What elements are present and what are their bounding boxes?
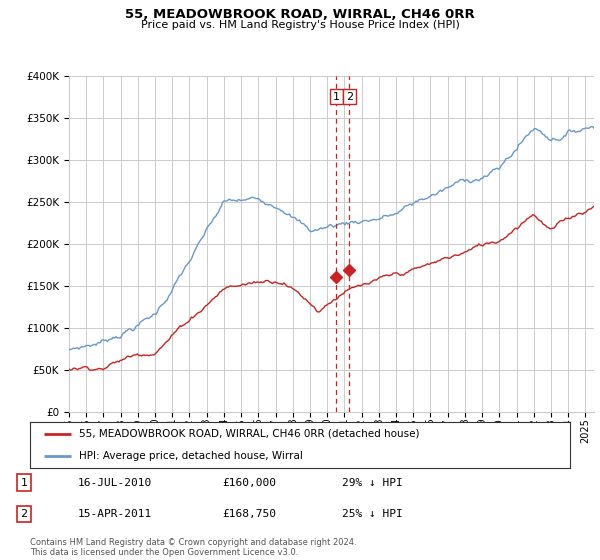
Text: HPI: Average price, detached house, Wirral: HPI: Average price, detached house, Wirr…: [79, 451, 302, 461]
Text: 55, MEADOWBROOK ROAD, WIRRAL, CH46 0RR (detached house): 55, MEADOWBROOK ROAD, WIRRAL, CH46 0RR (…: [79, 428, 419, 438]
Text: 55, MEADOWBROOK ROAD, WIRRAL, CH46 0RR: 55, MEADOWBROOK ROAD, WIRRAL, CH46 0RR: [125, 8, 475, 21]
Text: £168,750: £168,750: [222, 509, 276, 519]
Text: 15-APR-2011: 15-APR-2011: [78, 509, 152, 519]
Text: 2: 2: [20, 509, 28, 519]
Text: Price paid vs. HM Land Registry's House Price Index (HPI): Price paid vs. HM Land Registry's House …: [140, 20, 460, 30]
Text: £160,000: £160,000: [222, 478, 276, 488]
Text: 16-JUL-2010: 16-JUL-2010: [78, 478, 152, 488]
Text: 1: 1: [333, 92, 340, 101]
Text: 2: 2: [346, 92, 353, 101]
Text: 1: 1: [20, 478, 28, 488]
Text: Contains HM Land Registry data © Crown copyright and database right 2024.
This d: Contains HM Land Registry data © Crown c…: [30, 538, 356, 557]
Text: 29% ↓ HPI: 29% ↓ HPI: [342, 478, 403, 488]
Text: 25% ↓ HPI: 25% ↓ HPI: [342, 509, 403, 519]
